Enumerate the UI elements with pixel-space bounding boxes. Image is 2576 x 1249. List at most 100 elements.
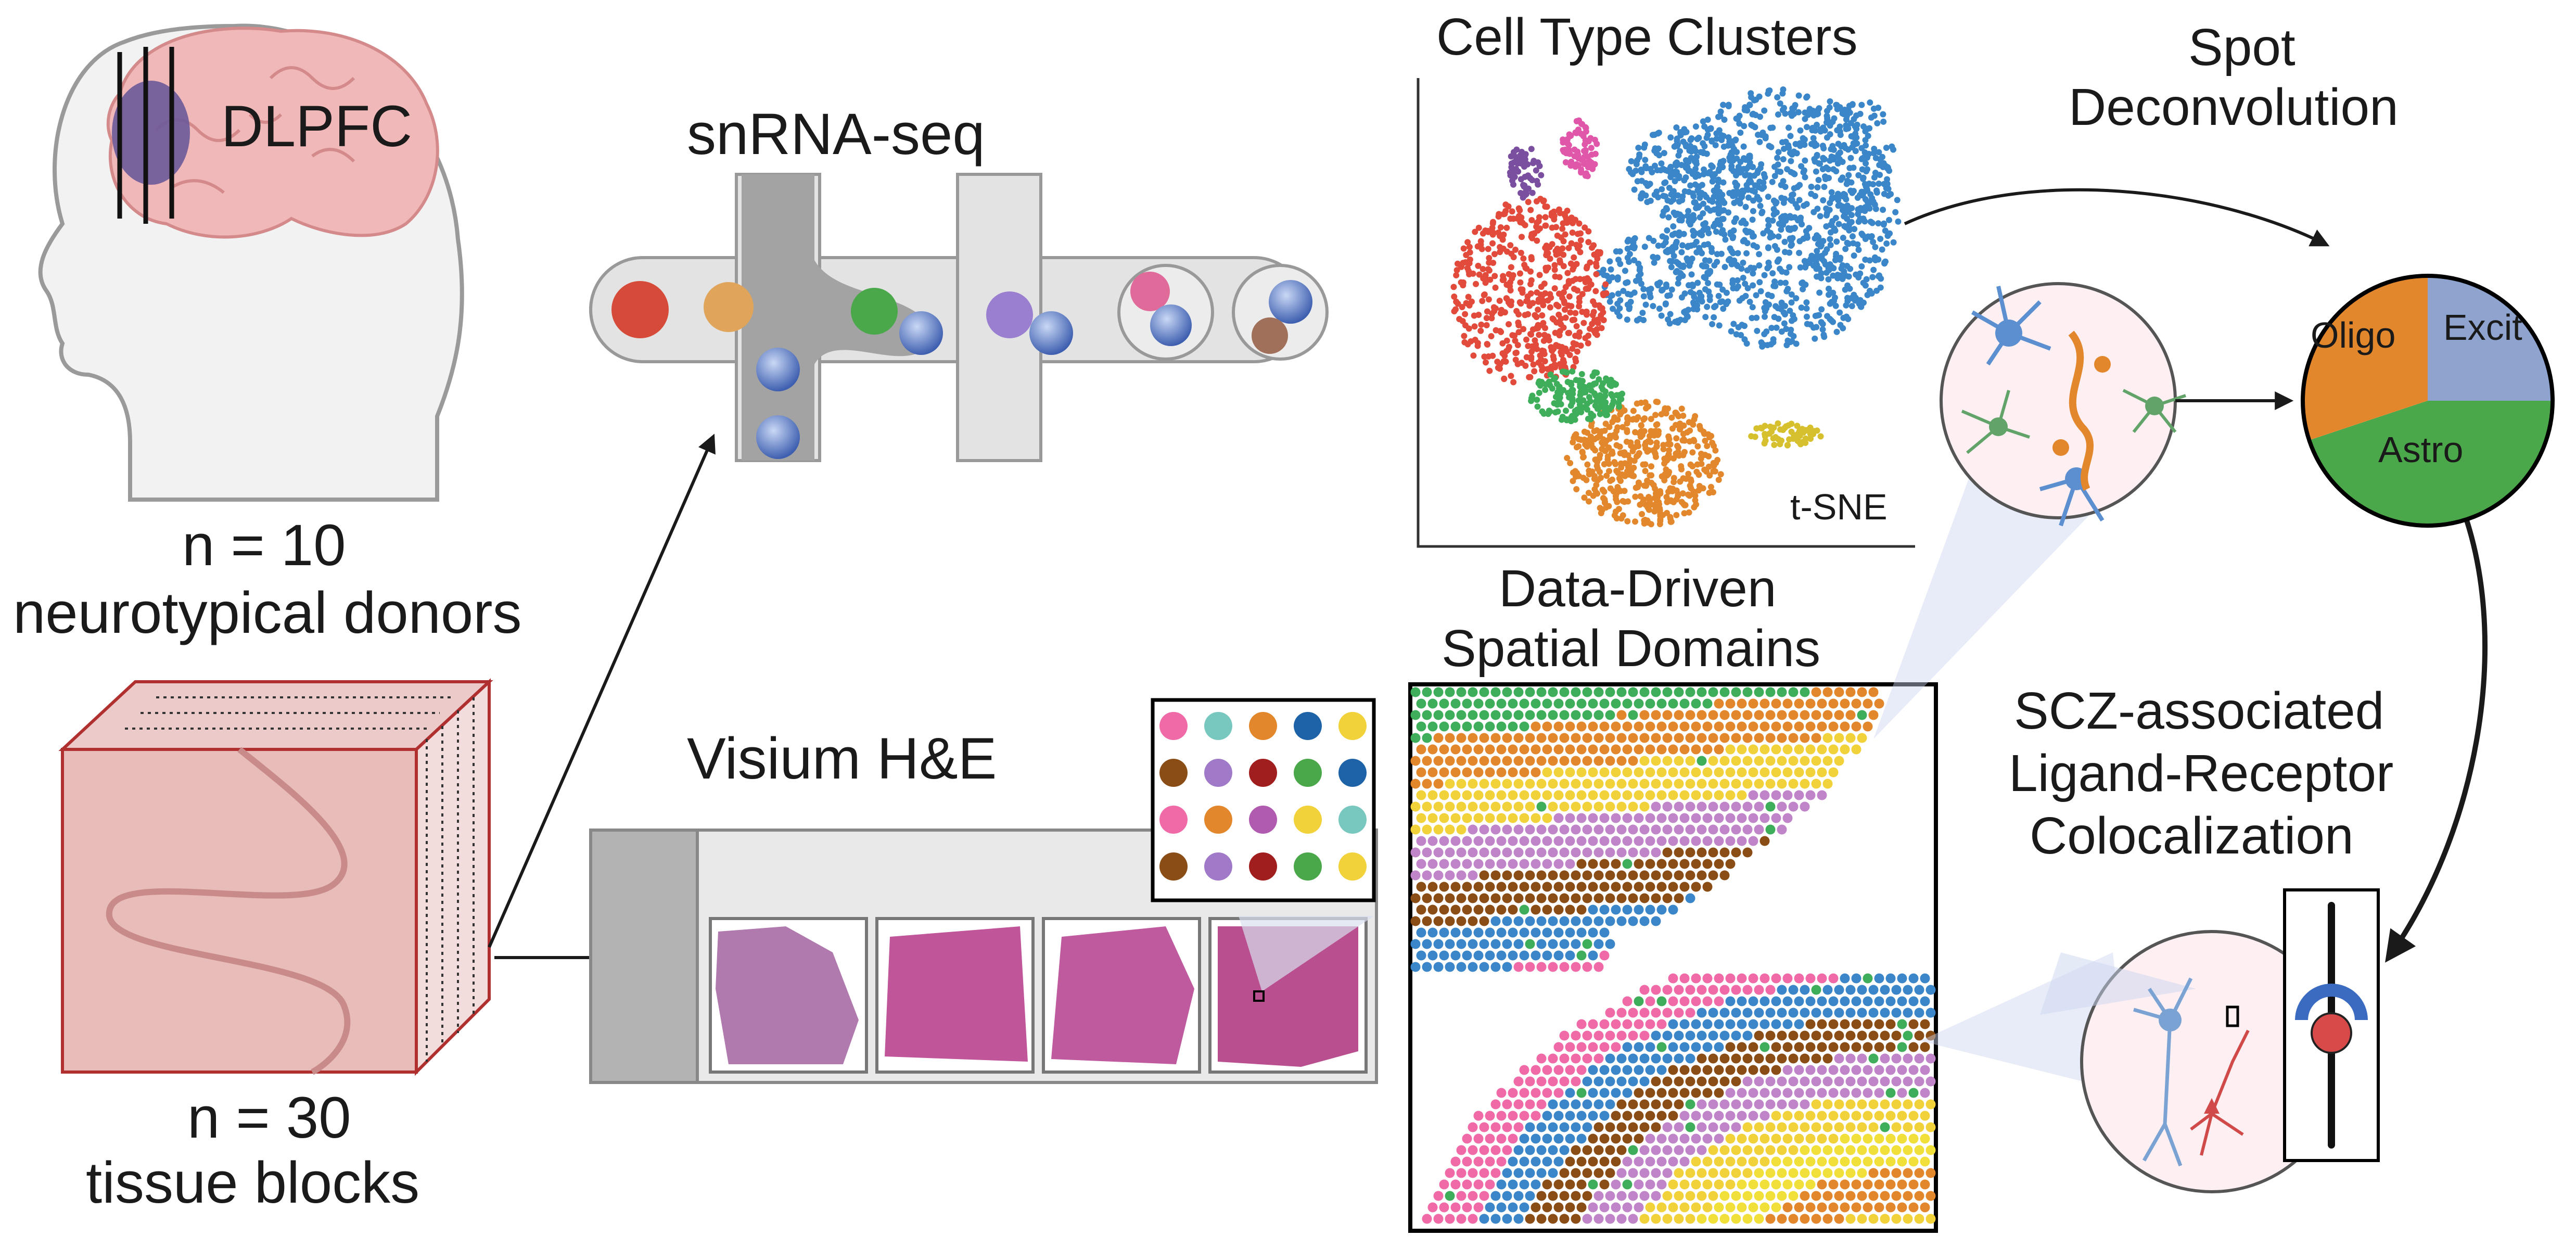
domain-spot [1616, 847, 1627, 858]
domain-spot [1645, 859, 1655, 869]
deconv-title-2: Deconvolution [2069, 78, 2399, 136]
domain-spot [1645, 882, 1655, 892]
domain-spot [1445, 1191, 1455, 1201]
domain-spot [1628, 779, 1638, 789]
domain-spot [1513, 1076, 1524, 1087]
domain-spot [1571, 893, 1581, 903]
tsne-point [1597, 505, 1603, 512]
tsne-point [1776, 220, 1782, 227]
domain-spot [1782, 1065, 1793, 1075]
tsne-point [1590, 309, 1597, 315]
tsne-point [1873, 189, 1880, 196]
domain-spot [1525, 733, 1535, 743]
domain-spot [1588, 1156, 1598, 1167]
tsne-point [1692, 123, 1699, 130]
domain-spot [1496, 698, 1507, 709]
tsne-point [1702, 275, 1709, 282]
domain-spot [1811, 1076, 1821, 1087]
tsne-point [1523, 354, 1530, 361]
tsne-point [1534, 237, 1540, 244]
tsne-point [1848, 179, 1855, 186]
tsne-point [1636, 481, 1642, 488]
domain-spot [1668, 1179, 1678, 1190]
receptor-icon [2295, 984, 2368, 1020]
tsne-point [1638, 428, 1644, 435]
tsne-point [1711, 442, 1717, 449]
domain-spot [1674, 1191, 1684, 1201]
tsne-point [1688, 271, 1695, 278]
tsne-point [1837, 309, 1843, 316]
domain-spot [1788, 1145, 1799, 1155]
tsne-point [1762, 433, 1768, 440]
tsne-point [1781, 105, 1788, 111]
tsne-point [1480, 230, 1486, 237]
tsne-point [1716, 127, 1723, 134]
tsne-point [1882, 258, 1889, 265]
domain-spot [1903, 1076, 1913, 1087]
tsne-point [1474, 243, 1481, 250]
tsne-point [1640, 293, 1647, 300]
tsne-point [1794, 184, 1801, 190]
tsne-point [1761, 184, 1767, 190]
domain-spot [1702, 698, 1713, 709]
tsne-point [1677, 316, 1684, 323]
domain-spot [1691, 836, 1701, 846]
domain-spot [1639, 1191, 1650, 1201]
tsne-point [1698, 455, 1704, 462]
tsne-point [1822, 173, 1829, 180]
tsne-point [1633, 167, 1639, 174]
tsne-point [1606, 298, 1613, 305]
tsne-point [1628, 158, 1635, 164]
tsne-point [1753, 244, 1760, 250]
domain-spot [1714, 1088, 1724, 1098]
tsne-point [1472, 336, 1478, 343]
tsne-point [1753, 314, 1760, 321]
tsne-point [1781, 311, 1788, 317]
domain-spot [1508, 836, 1518, 846]
domain-spot [1582, 870, 1592, 881]
domain-spot [1748, 767, 1758, 778]
tsne-point [1503, 348, 1510, 354]
tsne-point [1814, 152, 1820, 159]
domain-spot [1845, 1168, 1856, 1178]
domain-spot [1508, 698, 1518, 709]
tsne-point [1641, 244, 1648, 250]
domain-spot [1725, 721, 1736, 732]
domain-spot [1427, 950, 1438, 961]
domain-spot [1628, 893, 1638, 903]
tsne-point [1540, 337, 1547, 344]
domain-spot [1697, 1076, 1707, 1087]
tsne-point [1727, 256, 1733, 262]
tsne-point [1884, 176, 1891, 183]
domain-spot [1542, 813, 1552, 823]
tsne-point [1714, 259, 1720, 265]
domains-title-1: Data-Driven [1499, 559, 1777, 618]
domain-spot [1519, 813, 1529, 823]
tsne-point [1721, 231, 1728, 238]
domain-spot [1508, 813, 1518, 823]
tsne-point [1461, 333, 1468, 339]
tsne-point [1602, 281, 1609, 288]
domain-spot [1719, 1076, 1730, 1087]
tsne-point [1805, 426, 1812, 433]
tsne-point [1573, 486, 1580, 492]
domain-spot [1834, 1030, 1844, 1041]
tsne-point [1702, 437, 1708, 444]
tsne-point [1632, 493, 1639, 500]
tsne-point [1528, 348, 1535, 355]
tsne-point [1533, 198, 1540, 205]
spot-dot [1338, 852, 1367, 881]
domain-spot [1880, 1008, 1890, 1018]
tsne-point [1740, 165, 1747, 172]
domain-spot [1502, 710, 1512, 720]
domain-spot [1639, 893, 1650, 903]
domain-spot [1433, 847, 1444, 858]
neuron-spot-magnified [1940, 282, 2186, 527]
domain-spot [1817, 698, 1827, 709]
domain-spot [1502, 870, 1512, 881]
domain-spot [1462, 882, 1472, 892]
domain-spot [1794, 767, 1804, 778]
tsne-point [1768, 428, 1775, 435]
tsne-point [1775, 420, 1781, 427]
tsne-point [1540, 302, 1547, 309]
